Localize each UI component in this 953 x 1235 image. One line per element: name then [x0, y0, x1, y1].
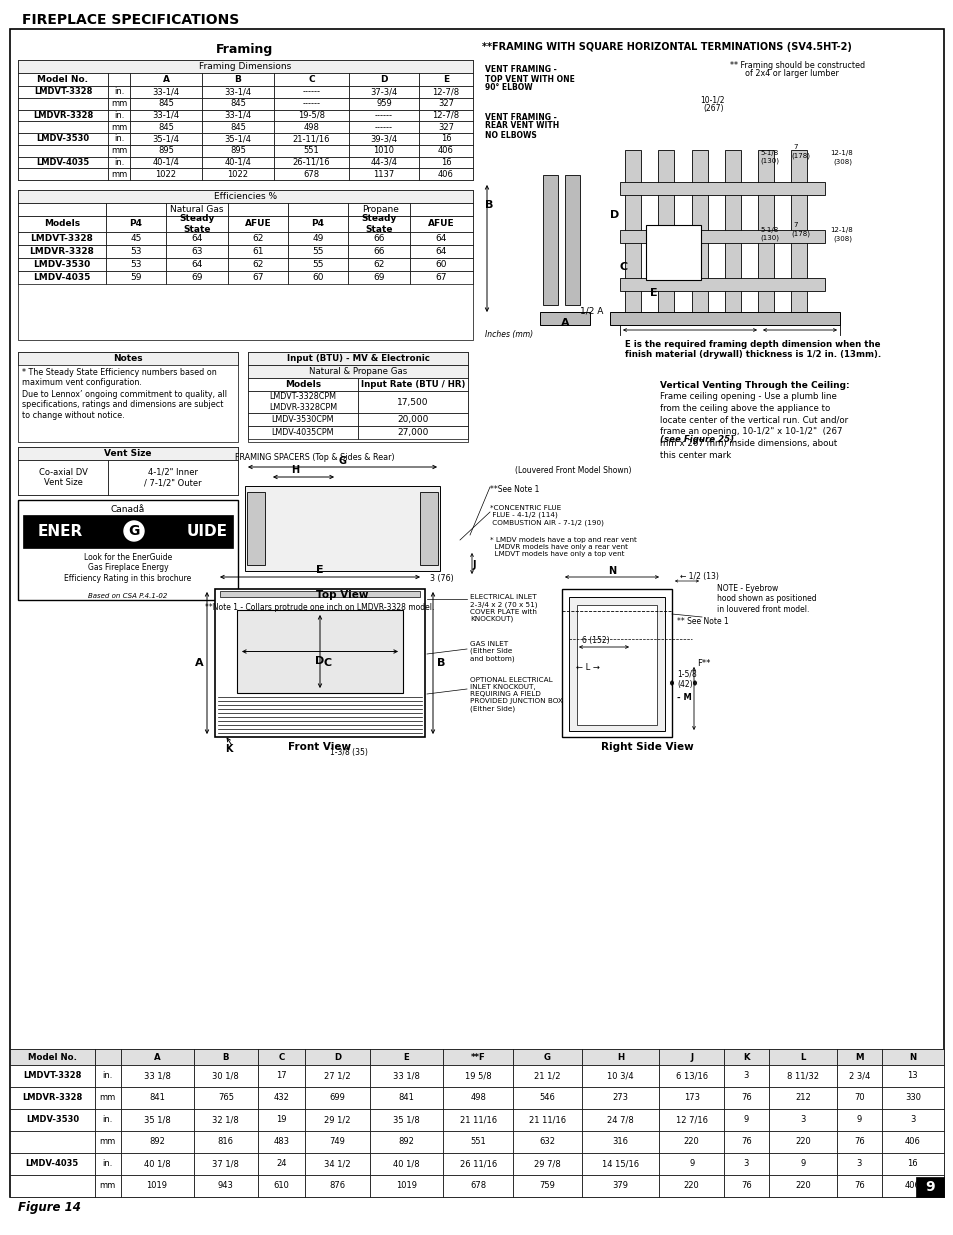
- Text: 45: 45: [131, 233, 142, 243]
- Text: 49: 49: [312, 233, 323, 243]
- Text: 816: 816: [217, 1137, 233, 1146]
- Bar: [419, 492, 437, 564]
- Text: P4: P4: [312, 220, 324, 228]
- Bar: [193, 1049, 258, 1065]
- Bar: [108, 73, 130, 86]
- Text: 943: 943: [217, 1182, 233, 1191]
- Text: J: J: [689, 1052, 693, 1062]
- Bar: [248, 426, 357, 438]
- Circle shape: [324, 508, 370, 553]
- Text: J: J: [473, 559, 476, 571]
- Text: Inches (mm): Inches (mm): [484, 331, 533, 340]
- Text: D: D: [315, 657, 324, 667]
- Bar: [619, 182, 824, 195]
- Text: 892: 892: [149, 1137, 165, 1146]
- Bar: [768, 1131, 836, 1153]
- Text: 29 7/8: 29 7/8: [534, 1160, 560, 1168]
- Bar: [442, 1065, 513, 1087]
- Bar: [106, 232, 166, 245]
- Text: 17,500: 17,500: [396, 398, 428, 406]
- Bar: [18, 98, 108, 110]
- Bar: [23, 515, 233, 548]
- Text: **F: **F: [471, 1052, 485, 1062]
- Text: Natural Gas: Natural Gas: [170, 205, 224, 214]
- Bar: [768, 1109, 836, 1131]
- Bar: [94, 1131, 120, 1153]
- Text: 678: 678: [303, 169, 319, 179]
- Text: 5-1/8: 5-1/8: [760, 149, 778, 156]
- Text: 3: 3: [743, 1160, 748, 1168]
- Text: 64: 64: [192, 261, 202, 269]
- Text: C: C: [324, 658, 332, 668]
- Bar: [18, 216, 106, 232]
- Text: Steady
State: Steady State: [361, 215, 396, 233]
- Text: 53: 53: [131, 247, 142, 256]
- Bar: [349, 144, 418, 157]
- Bar: [288, 216, 348, 232]
- Text: Natural & Propane Gas: Natural & Propane Gas: [309, 367, 407, 375]
- Text: 9: 9: [743, 1115, 748, 1125]
- Text: OPTIONAL ELECTRICAL
INLET KNOCKOUT,
REQUIRING A FIELD
PROVIDED JUNCTION BOX
(Eit: OPTIONAL ELECTRICAL INLET KNOCKOUT, REQU…: [470, 677, 562, 711]
- Bar: [348, 203, 410, 216]
- Bar: [790, 149, 806, 315]
- Text: H: H: [617, 1052, 623, 1062]
- Bar: [248, 378, 357, 391]
- Text: 845: 845: [158, 99, 173, 109]
- Bar: [564, 175, 579, 305]
- Bar: [193, 1153, 258, 1174]
- Bar: [245, 487, 439, 571]
- Text: *CONCENTRIC FLUE
 FLUE - 4-1/2 (114)
 COMBUSTION AIR - 7-1/2 (190): *CONCENTRIC FLUE FLUE - 4-1/2 (114) COMB…: [490, 505, 603, 526]
- Text: 406: 406: [904, 1182, 920, 1191]
- Text: 29 1/2: 29 1/2: [324, 1115, 351, 1125]
- Text: 316: 316: [612, 1137, 628, 1146]
- Bar: [881, 1174, 943, 1197]
- Bar: [723, 1049, 768, 1065]
- Bar: [659, 1049, 723, 1065]
- Bar: [659, 1174, 723, 1197]
- Text: Input Rate (BTU / HR): Input Rate (BTU / HR): [360, 380, 465, 389]
- Bar: [349, 157, 418, 168]
- Text: 699: 699: [330, 1093, 345, 1103]
- Bar: [274, 86, 349, 98]
- Bar: [418, 98, 473, 110]
- Text: 1022: 1022: [155, 169, 176, 179]
- Bar: [442, 1153, 513, 1174]
- Bar: [836, 1087, 881, 1109]
- Bar: [120, 1131, 193, 1153]
- Text: E: E: [442, 75, 449, 84]
- Text: mm: mm: [111, 99, 127, 109]
- Text: 406: 406: [437, 169, 454, 179]
- Bar: [348, 270, 410, 284]
- Bar: [130, 133, 202, 144]
- Bar: [193, 1109, 258, 1131]
- Text: 546: 546: [539, 1093, 555, 1103]
- Text: 64: 64: [436, 247, 447, 256]
- Text: 483: 483: [274, 1137, 290, 1146]
- Text: 212: 212: [794, 1093, 810, 1103]
- Bar: [274, 157, 349, 168]
- Text: 24: 24: [276, 1160, 287, 1168]
- Text: K: K: [742, 1052, 749, 1062]
- Bar: [370, 1131, 442, 1153]
- Bar: [166, 232, 228, 245]
- Text: VENT FRAMING -: VENT FRAMING -: [484, 65, 557, 74]
- Bar: [193, 1087, 258, 1109]
- Bar: [202, 110, 274, 121]
- Bar: [881, 1087, 943, 1109]
- Text: 7: 7: [792, 144, 797, 149]
- Text: 69: 69: [373, 273, 384, 282]
- Bar: [513, 1065, 581, 1087]
- Bar: [228, 203, 288, 216]
- Bar: [228, 258, 288, 270]
- Bar: [193, 1131, 258, 1153]
- Text: 632: 632: [539, 1137, 555, 1146]
- Text: 60: 60: [312, 273, 323, 282]
- Text: 35 1/8: 35 1/8: [144, 1115, 171, 1125]
- Bar: [108, 121, 130, 133]
- Bar: [723, 1174, 768, 1197]
- Text: 26 11/16: 26 11/16: [459, 1160, 497, 1168]
- Text: Vertical Venting Through the Ceiling:: Vertical Venting Through the Ceiling:: [659, 380, 849, 389]
- Text: D: D: [609, 210, 618, 220]
- Text: 37 1/8: 37 1/8: [213, 1160, 239, 1168]
- Text: 40-1/4: 40-1/4: [224, 158, 252, 167]
